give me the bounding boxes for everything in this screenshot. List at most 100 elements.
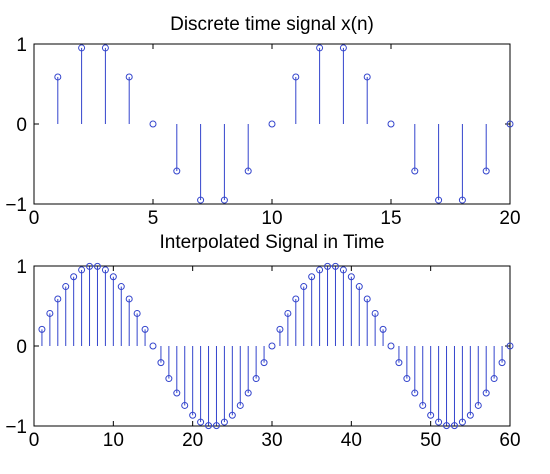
bottom-stem-marker [125, 295, 133, 303]
bottom-stem-marker [363, 295, 371, 303]
bottom-x-tick-label: 30 [261, 430, 282, 451]
bottom-stem-marker [450, 422, 458, 430]
bottom-x-tick-label: 50 [420, 430, 441, 451]
bottom-stem-marker [141, 325, 149, 333]
bottom-stem-marker [300, 283, 308, 291]
bottom-stem-marker [292, 295, 300, 303]
bottom-stem-marker [205, 422, 213, 430]
bottom-stem-marker [70, 273, 78, 281]
bottom-y-tick-label: 1 [16, 257, 27, 278]
bottom-stem-marker [189, 411, 197, 419]
top-stem-marker [435, 196, 443, 204]
top-stem-marker [125, 73, 133, 81]
bottom-stem-marker [133, 309, 141, 317]
bottom-stem-marker [236, 401, 244, 409]
bottom-x-tick-label: 10 [103, 430, 124, 451]
top-stem-marker [316, 44, 324, 52]
bottom-stem-marker [78, 266, 86, 274]
top-stem-marker [506, 120, 514, 128]
bottom-stem-marker [324, 262, 332, 270]
bottom-stem-marker [54, 295, 62, 303]
top-stem-marker [292, 73, 300, 81]
top-stem-chart: Discrete time signal x(n) 0 5 10 15 20−101 [5, 14, 520, 229]
bottom-stem-marker [173, 389, 181, 397]
bottom-stem-marker [268, 342, 276, 350]
bottom-stem-marker [371, 309, 379, 317]
bottom-stem-marker [403, 375, 411, 383]
bottom-stem-marker [117, 283, 125, 291]
bottom-stem-marker [86, 262, 94, 270]
bottom-stem-marker [506, 342, 514, 350]
bottom-stem-marker [411, 389, 419, 397]
top-x-tick-label: 20 [499, 208, 520, 229]
bottom-stem-marker [284, 309, 292, 317]
bottom-stem-marker [474, 401, 482, 409]
bottom-stem-marker [498, 359, 506, 367]
top-stem-marker [101, 44, 109, 52]
bottom-y-tick-label: −1 [5, 417, 27, 438]
bottom-stem-marker [149, 342, 157, 350]
bottom-stem-marker [165, 375, 173, 383]
bottom-stem-marker [339, 266, 347, 274]
bottom-stem-marker [316, 266, 324, 274]
top-stem-marker [244, 167, 252, 175]
bottom-stem-marker [181, 401, 189, 409]
bottom-stem-marker [379, 325, 387, 333]
bottom-stem-marker [46, 309, 54, 317]
top-x-tick-label: 15 [380, 208, 401, 229]
bottom-stem-chart: Interpolated Signal in Time 0 10 20 30 40 50 6… [5, 232, 520, 451]
bottom-stem-marker [355, 283, 363, 291]
bottom-stem-marker [252, 375, 260, 383]
bottom-stem-marker [419, 401, 427, 409]
bottom-stem-marker [347, 273, 355, 281]
top-stem-marker [387, 120, 395, 128]
bottom-stem-marker [62, 283, 70, 291]
top-stem-marker [54, 73, 62, 81]
top-stem-marker [149, 120, 157, 128]
bottom-x-tick-label: 0 [29, 430, 40, 451]
bottom-stem-marker [331, 262, 339, 270]
bottom-stem-marker [244, 389, 252, 397]
bottom-stem-marker [308, 273, 316, 281]
bottom-y-tick-label: 0 [16, 337, 27, 358]
top-y-tick-label: 0 [16, 115, 27, 136]
top-chart-title: Discrete time signal x(n) [170, 14, 374, 35]
bottom-stem-marker [101, 266, 109, 274]
bottom-stem-marker [490, 375, 498, 383]
bottom-stem-marker [109, 273, 117, 281]
bottom-stem-marker [38, 325, 46, 333]
top-stem-marker [220, 196, 228, 204]
bottom-stem-marker [276, 325, 284, 333]
top-x-tick-label: 5 [148, 208, 159, 229]
bottom-stem-marker [197, 418, 205, 426]
bottom-stem-marker [482, 389, 490, 397]
top-stem-marker [268, 120, 276, 128]
top-stem-marker [173, 167, 181, 175]
bottom-stem-marker [435, 418, 443, 426]
bottom-x-tick-label: 60 [499, 430, 520, 451]
bottom-stem-marker [93, 262, 101, 270]
top-stem-marker [411, 167, 419, 175]
top-x-tick-label: 0 [29, 208, 40, 229]
top-y-tick-label: −1 [5, 195, 27, 216]
bottom-x-tick-label: 20 [182, 430, 203, 451]
bottom-stem-marker [427, 411, 435, 419]
bottom-stem-marker [260, 359, 268, 367]
top-y-tick-label: 1 [16, 35, 27, 56]
bottom-stem-marker [466, 411, 474, 419]
top-stem-marker [339, 44, 347, 52]
top-stem-marker [78, 44, 86, 52]
top-stem-marker [197, 196, 205, 204]
bottom-stem-marker [212, 422, 220, 430]
top-x-tick-label: 10 [261, 208, 282, 229]
bottom-stem-marker [395, 359, 403, 367]
bottom-stem-marker [387, 342, 395, 350]
bottom-x-tick-label: 40 [341, 430, 362, 451]
bottom-stem-marker [157, 359, 165, 367]
top-stem-marker [363, 73, 371, 81]
bottom-chart-title: Interpolated Signal in Time [160, 232, 385, 253]
bottom-stem-marker [458, 418, 466, 426]
bottom-stem-marker [228, 411, 236, 419]
bottom-stem-marker [220, 418, 228, 426]
